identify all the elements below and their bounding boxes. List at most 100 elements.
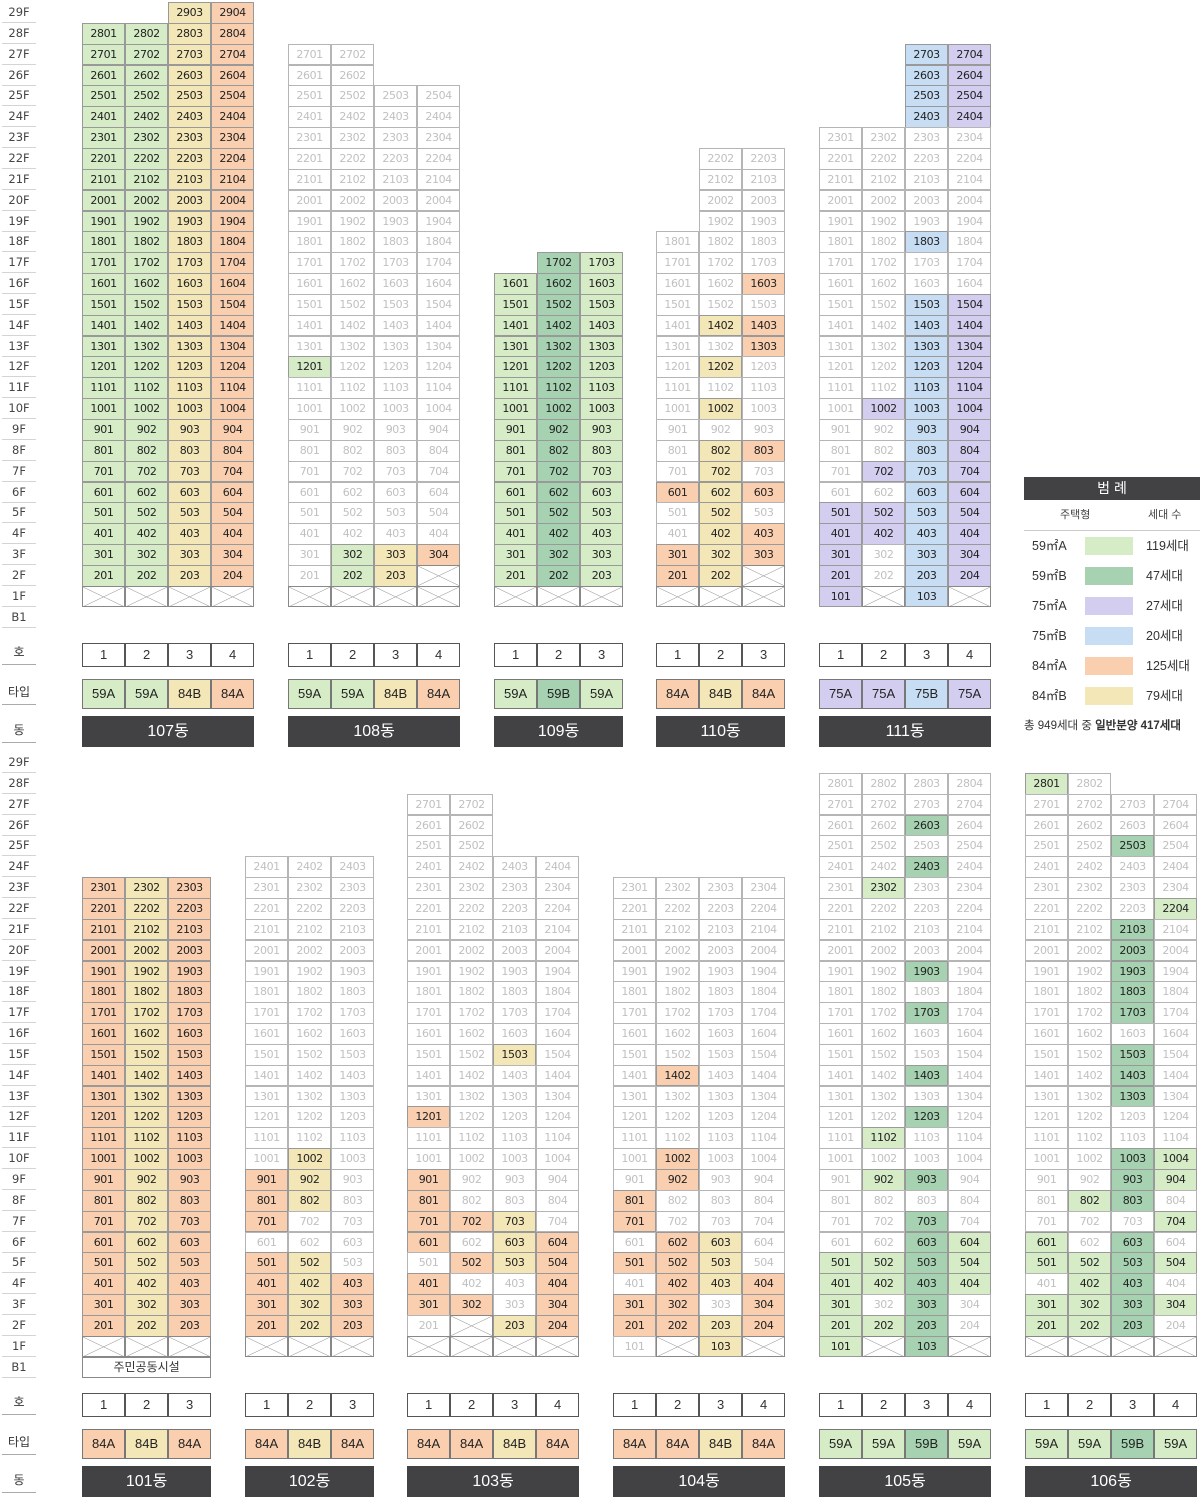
unit-cell: 2103 xyxy=(374,168,418,191)
floor-label: B1 xyxy=(2,607,36,628)
unit-cell: 503 xyxy=(331,1252,375,1275)
unit-cell: 1301 xyxy=(613,1085,657,1108)
unit-cell: 2603 xyxy=(1111,814,1155,837)
unit-cell: 1201 xyxy=(494,356,538,379)
unit-cell: 203 xyxy=(580,564,624,587)
unit-cell: 2202 xyxy=(331,147,375,170)
unit-cell: 2802 xyxy=(1068,772,1112,795)
unit-cell: 402 xyxy=(699,523,743,545)
unit-cell: 2202 xyxy=(862,897,906,920)
unit-cell: 2202 xyxy=(125,147,169,170)
empty-unit-cell xyxy=(82,585,126,608)
unit-cell: 803 xyxy=(742,439,786,462)
unit-cell: 1002 xyxy=(125,1148,169,1170)
unit-cell: 1103 xyxy=(374,377,418,399)
unit-cell: 1503 xyxy=(168,1043,212,1066)
unit-cell: 2302 xyxy=(1068,877,1112,899)
unit-type: 59A xyxy=(819,1429,863,1459)
unit-cell: 101 xyxy=(613,1335,657,1358)
unit-cell: 1003 xyxy=(168,398,212,420)
unit-cell: 1403 xyxy=(168,1064,212,1087)
unit-cell: 2301 xyxy=(288,127,332,149)
unit-cell: 1703 xyxy=(580,252,624,274)
unit-cell: 1402 xyxy=(656,1064,700,1087)
unit-cell: 701 xyxy=(82,1210,126,1233)
unit-cell: 2102 xyxy=(125,168,169,191)
unit-type: 84A xyxy=(331,1429,375,1459)
unit-cell: 1901 xyxy=(82,210,126,233)
unit-cell: 904 xyxy=(948,1169,992,1191)
unit-cell: 1103 xyxy=(699,1127,743,1149)
legend-count: 47세대 xyxy=(1146,569,1183,583)
unit-cell: 302 xyxy=(862,1294,906,1316)
unit-cell: 2502 xyxy=(331,85,375,108)
line-number: 2 xyxy=(288,1393,332,1417)
unit-cell: 2402 xyxy=(862,856,906,878)
unit-cell: 402 xyxy=(1068,1273,1112,1295)
unit-cell: 301 xyxy=(1025,1294,1069,1316)
floor-label: 1F xyxy=(2,586,36,607)
unit-cell: 2203 xyxy=(493,897,537,920)
floor-label: 19F xyxy=(2,211,36,232)
unit-cell: 1602 xyxy=(125,1023,169,1045)
unit-cell: 801 xyxy=(656,439,700,462)
unit-cell: 1603 xyxy=(699,1023,743,1045)
empty-unit-cell xyxy=(450,1335,494,1358)
unit-cell: 2104 xyxy=(948,168,992,191)
unit-cell: 1704 xyxy=(536,1002,580,1024)
floor-label: 20F xyxy=(2,190,36,211)
unit-cell: 902 xyxy=(537,419,581,441)
unit-cell: 1601 xyxy=(245,1023,289,1045)
unit-type: 59A xyxy=(1154,1429,1198,1459)
empty-unit-cell xyxy=(168,585,212,608)
empty-unit-cell xyxy=(948,1335,992,1358)
empty-unit-cell xyxy=(407,1335,451,1358)
unit-cell: 201 xyxy=(1025,1314,1069,1337)
unit-cell: 1401 xyxy=(656,314,700,337)
unit-cell: 1301 xyxy=(288,335,332,358)
floor-label: 12F xyxy=(2,356,36,378)
unit-cell: 503 xyxy=(699,1252,743,1275)
floor-label: 11F xyxy=(2,1127,36,1149)
unit-cell: 1204 xyxy=(948,1106,992,1129)
unit-cell: 2002 xyxy=(450,939,494,962)
unit-cell: 502 xyxy=(862,502,906,525)
unit-cell: 2801 xyxy=(819,772,863,795)
unit-cell: 2504 xyxy=(417,85,461,108)
unit-cell: 1401 xyxy=(407,1064,451,1087)
unit-cell: 2501 xyxy=(82,85,126,108)
unit-cell: 604 xyxy=(948,481,992,504)
floor-label: 8F xyxy=(2,1190,36,1211)
unit-cell: 2802 xyxy=(862,772,906,795)
unit-cell: 2601 xyxy=(82,64,126,87)
unit-cell: 1603 xyxy=(742,273,786,295)
unit-cell: 1103 xyxy=(580,377,624,399)
unit-cell: 801 xyxy=(494,439,538,462)
floor-label: 13F xyxy=(2,336,36,357)
unit-cell: 1904 xyxy=(742,960,786,983)
unit-cell: 1501 xyxy=(494,293,538,316)
row-header-ho: 호 xyxy=(2,1390,36,1415)
unit-cell: 904 xyxy=(536,1169,580,1191)
unit-cell: 1902 xyxy=(450,960,494,983)
unit-type: 84A xyxy=(211,679,255,709)
floor-label: 21F xyxy=(2,169,36,190)
unit-cell: 2302 xyxy=(656,877,700,899)
unit-cell: 2301 xyxy=(82,127,126,149)
legend-swatch xyxy=(1085,687,1133,705)
unit-cell: 603 xyxy=(905,481,949,504)
unit-cell: 2302 xyxy=(125,127,169,149)
unit-cell: 1904 xyxy=(536,960,580,983)
line-number: 2 xyxy=(1068,1393,1112,1417)
unit-cell: 1801 xyxy=(656,231,700,254)
building-name: 105동 xyxy=(819,1466,992,1497)
unit-cell: 701 xyxy=(245,1210,289,1233)
unit-cell: 603 xyxy=(168,1231,212,1254)
unit-cell: 803 xyxy=(331,1189,375,1212)
unit-cell: 1104 xyxy=(948,377,992,399)
unit-cell: 401 xyxy=(819,523,863,545)
floor-label: 25F xyxy=(2,85,36,107)
legend-swatch xyxy=(1085,567,1133,585)
unit-cell: 901 xyxy=(245,1169,289,1191)
unit-type: 75A xyxy=(819,679,863,709)
